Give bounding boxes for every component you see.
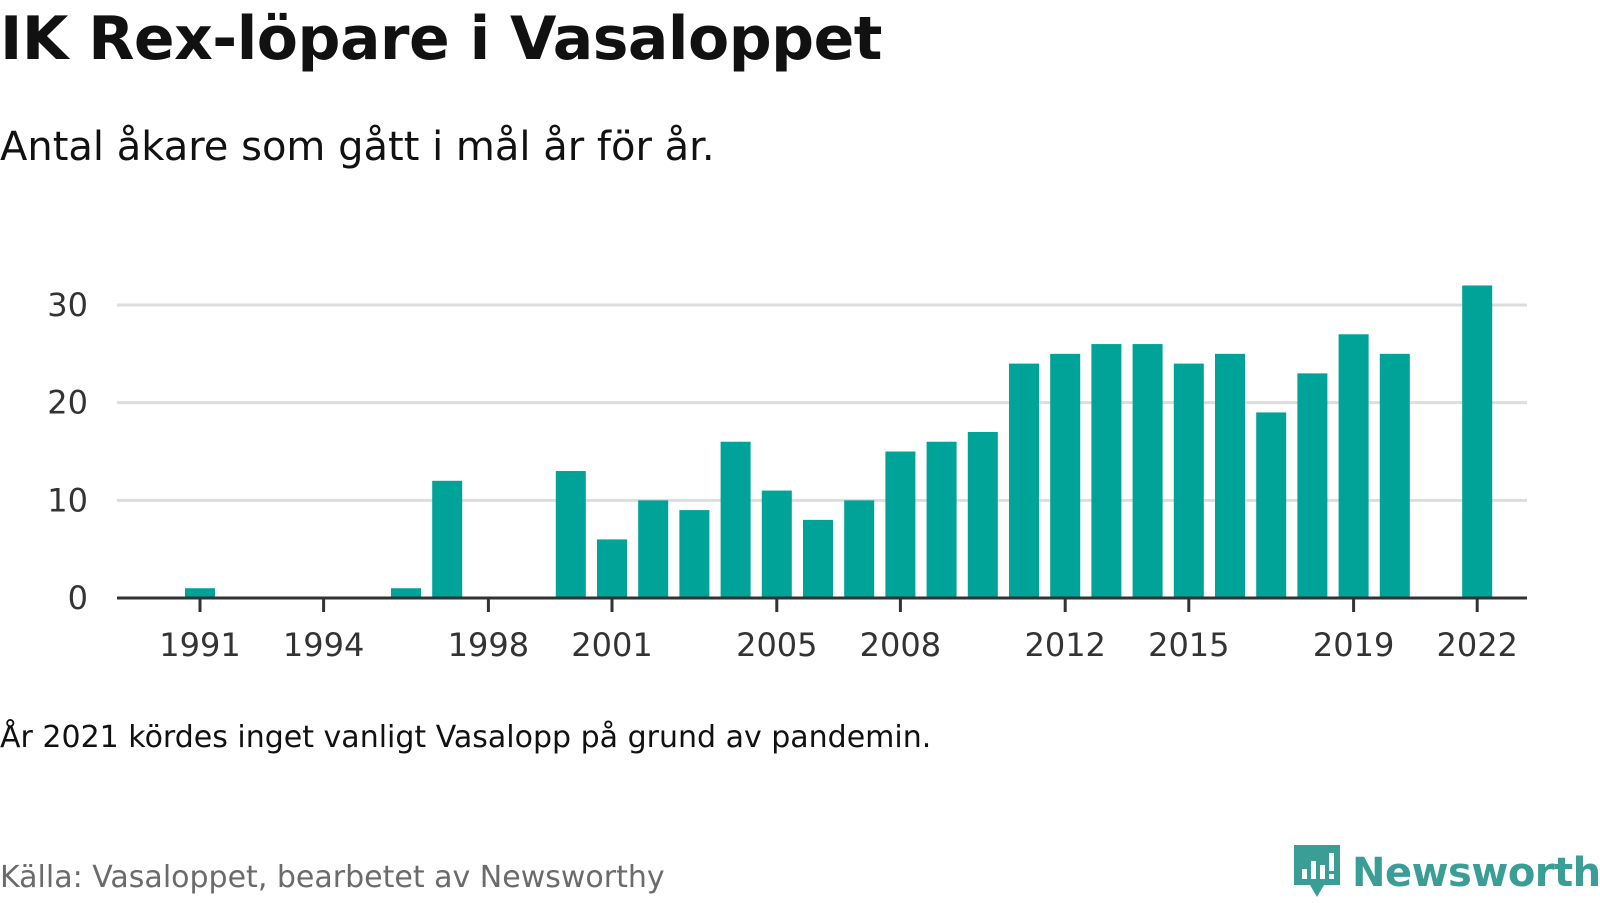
bar-2019: [1338, 334, 1369, 598]
bar-2020: [1379, 353, 1410, 598]
bar-2009: [926, 441, 957, 598]
gridlines: [117, 303, 1527, 502]
y-tick-label: 0: [68, 579, 88, 617]
y-tick-label: 20: [47, 384, 88, 422]
chart-subtitle: Antal åkare som gått i mål år för år.: [0, 124, 715, 170]
bar-2011: [1009, 363, 1039, 598]
x-tick-label: 1994: [283, 626, 364, 664]
brand-name: Newsworthy: [1352, 850, 1600, 896]
bars: [185, 285, 1493, 598]
bar-2022: [1462, 285, 1493, 598]
bar-2017: [1256, 412, 1287, 598]
newsworthy-bar-chart-icon: [1292, 843, 1342, 903]
x-tick-label: 2001: [571, 626, 652, 664]
x-tick-label: 2012: [1024, 626, 1105, 664]
x-tick-label: 1991: [159, 626, 240, 664]
y-tick-label: 10: [47, 481, 88, 519]
source-credit: Källa: Vasaloppet, bearbetet av Newswort…: [0, 860, 665, 895]
bar-2010: [967, 431, 998, 598]
x-tick-label: 2022: [1436, 626, 1517, 664]
bar-2014: [1132, 344, 1163, 598]
x-tick-label: 2005: [736, 626, 817, 664]
bar-2003: [679, 510, 710, 598]
x-tick-label: 1998: [448, 626, 529, 664]
bar-2013: [1091, 344, 1122, 598]
bar-2016: [1215, 353, 1245, 598]
y-tick-label: 30: [47, 286, 88, 324]
bar-2006: [803, 519, 833, 598]
bar-2007: [844, 500, 875, 598]
footnote: År 2021 kördes inget vanligt Vasalopp på…: [0, 720, 932, 755]
bar-2018: [1297, 373, 1328, 598]
x-axis-labels: 1991 1994 1998 2001 2005 2008 2012 2015 2019 2022: [159, 598, 1518, 664]
bar-2002: [638, 500, 669, 598]
bar-1996: [391, 588, 421, 598]
x-tick-label: 2019: [1313, 626, 1394, 664]
bar-2015: [1173, 363, 1204, 598]
bar-2004: [720, 441, 751, 598]
bar-1991: [185, 588, 215, 598]
bar-1997: [432, 480, 463, 598]
bar-2000: [555, 471, 586, 598]
y-axis-labels: 0 10 20 30: [47, 286, 88, 617]
newsworthy-logo: Newsworthy: [1292, 843, 1600, 903]
x-tick-label: 2015: [1148, 626, 1229, 664]
bar-2012: [1050, 353, 1081, 598]
bar-2001: [597, 539, 627, 598]
bar-2005: [761, 490, 792, 598]
bar-2008: [885, 451, 916, 598]
chart-title: IK Rex-löpare i Vasaloppet: [0, 4, 882, 74]
x-tick-label: 2008: [860, 626, 941, 664]
